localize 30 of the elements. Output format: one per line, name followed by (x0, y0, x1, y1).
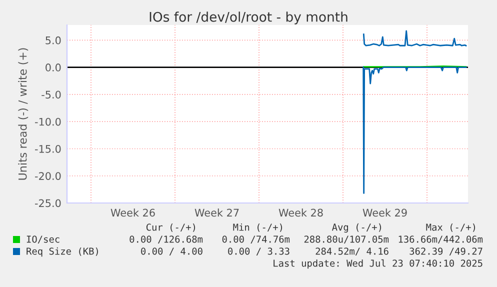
text: 0.00 / 4.00 (141, 248, 202, 256)
line-series (362, 30, 467, 46)
text: 0.00 /74.76m (222, 236, 290, 244)
chart-title: IOs for /dev/ol/root - by month (150, 12, 348, 24)
y-axis-title: Units read (-) / write (+) (18, 48, 28, 180)
y-tick-label: -20.0 (35, 172, 61, 180)
text: Last update: Wed Jul 23 07:40:10 2025 (274, 259, 482, 269)
x-tick-label: Week 28 (278, 208, 323, 217)
text: 0.00 /126.68m (130, 236, 203, 244)
y-tick-label: -10.0 (35, 118, 61, 126)
text: 288.80u/107.05m (304, 236, 389, 244)
text: Avg (-/+) (332, 223, 382, 233)
y-tick-label: 0.0 (46, 64, 61, 72)
y-tick-label: -5.0 (42, 90, 61, 99)
legend-label: IO/sec (26, 236, 60, 244)
text: Cur (-/+) (146, 223, 196, 232)
text: 362.39 /49.27 (410, 248, 482, 256)
text: 0.00 / 3.33 (228, 248, 290, 256)
line-series (362, 66, 467, 194)
text: 136.66m/442.06m (398, 236, 483, 244)
text: Min (-/+) (233, 223, 282, 232)
y-tick-label: -15.0 (35, 144, 61, 153)
x-tick-label: Week 29 (362, 208, 407, 217)
x-tick-label: Week 27 (194, 208, 239, 217)
legend-label: Req Size (KB) (26, 247, 98, 257)
y-tick-label: -25.0 (35, 199, 61, 208)
y-tick-label: 5.0 (46, 36, 61, 44)
text: 284.52m/ 4.16 (316, 248, 388, 256)
x-tick-label: Week 26 (110, 208, 155, 217)
text: Max (-/+) (426, 223, 476, 232)
